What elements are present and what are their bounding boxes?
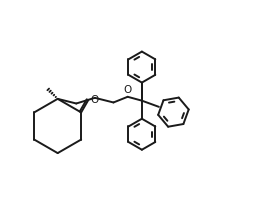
Text: O: O (90, 95, 99, 105)
Text: O: O (124, 86, 132, 96)
